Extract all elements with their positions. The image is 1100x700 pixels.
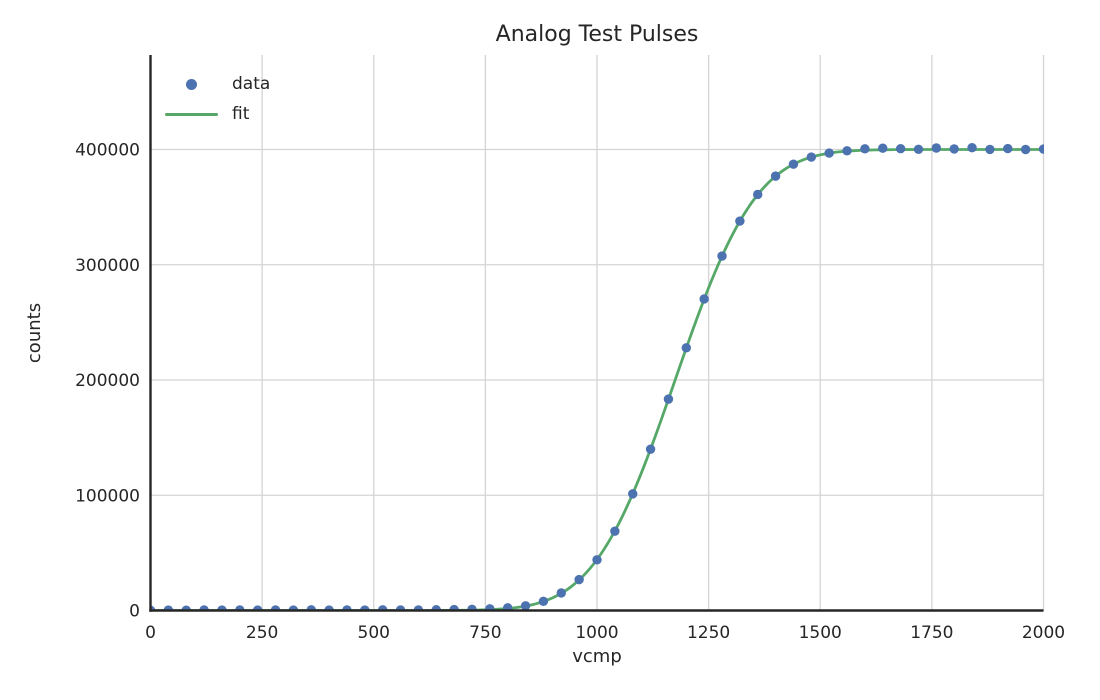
legend-label-fit: fit [232,104,250,124]
data-point [806,152,817,162]
legend-item-data: data [165,69,270,99]
data-point [485,604,495,611]
data-point [538,596,549,606]
data-point [735,216,745,226]
legend-swatch-cell [165,112,218,116]
data-point [753,189,763,200]
data-point [788,159,799,169]
x-tick-label: 1750 [910,623,953,643]
x-tick-label: 750 [469,623,501,643]
x-tick-label: 1500 [799,623,842,643]
data-point [645,444,656,454]
chart-title: Analog Test Pulses [495,22,699,47]
data-point [967,142,977,153]
y-tick-label: 0 [129,602,140,622]
y-tick-label: 100000 [75,486,140,506]
data-point [628,489,638,499]
data-point [949,144,959,154]
data-point [824,148,834,158]
data-point [556,588,566,598]
data-point [592,555,602,565]
x-tick-label: 2000 [1022,623,1065,643]
data-point [860,144,870,154]
fit-line-swatch [165,112,218,116]
data-point [770,171,781,181]
x-axis-label: vcmp [572,646,622,667]
y-tick-label: 200000 [75,371,140,391]
x-tick-label: 0 [145,623,156,643]
data-marker-swatch [186,78,197,90]
data-point [467,604,477,611]
x-tick-label: 500 [358,623,390,643]
data-point [699,294,709,304]
y-tick-label: 400000 [75,141,140,161]
x-tick-label: 250 [246,623,278,643]
data-point [681,343,691,353]
y-tick-label: 300000 [75,256,140,276]
data-point [985,144,995,155]
data-point [503,603,513,611]
legend: data fit [165,69,270,129]
data-point [1020,144,1031,155]
data-point [610,526,620,536]
data-point [1038,144,1044,154]
data-point [931,143,942,153]
data-point [895,143,906,154]
data-point [1003,143,1013,154]
legend-item-fit: fit [165,99,270,129]
data-point [878,143,888,153]
data-point [717,251,727,261]
data-point [663,394,674,404]
legend-swatch-cell [165,78,218,90]
x-tick-label: 1000 [575,623,618,643]
data-point [574,574,584,585]
data-point [842,146,852,156]
data-point [913,144,924,154]
legend-label-data: data [232,74,271,94]
data-point [520,601,531,611]
x-tick-label: 1250 [687,623,730,643]
